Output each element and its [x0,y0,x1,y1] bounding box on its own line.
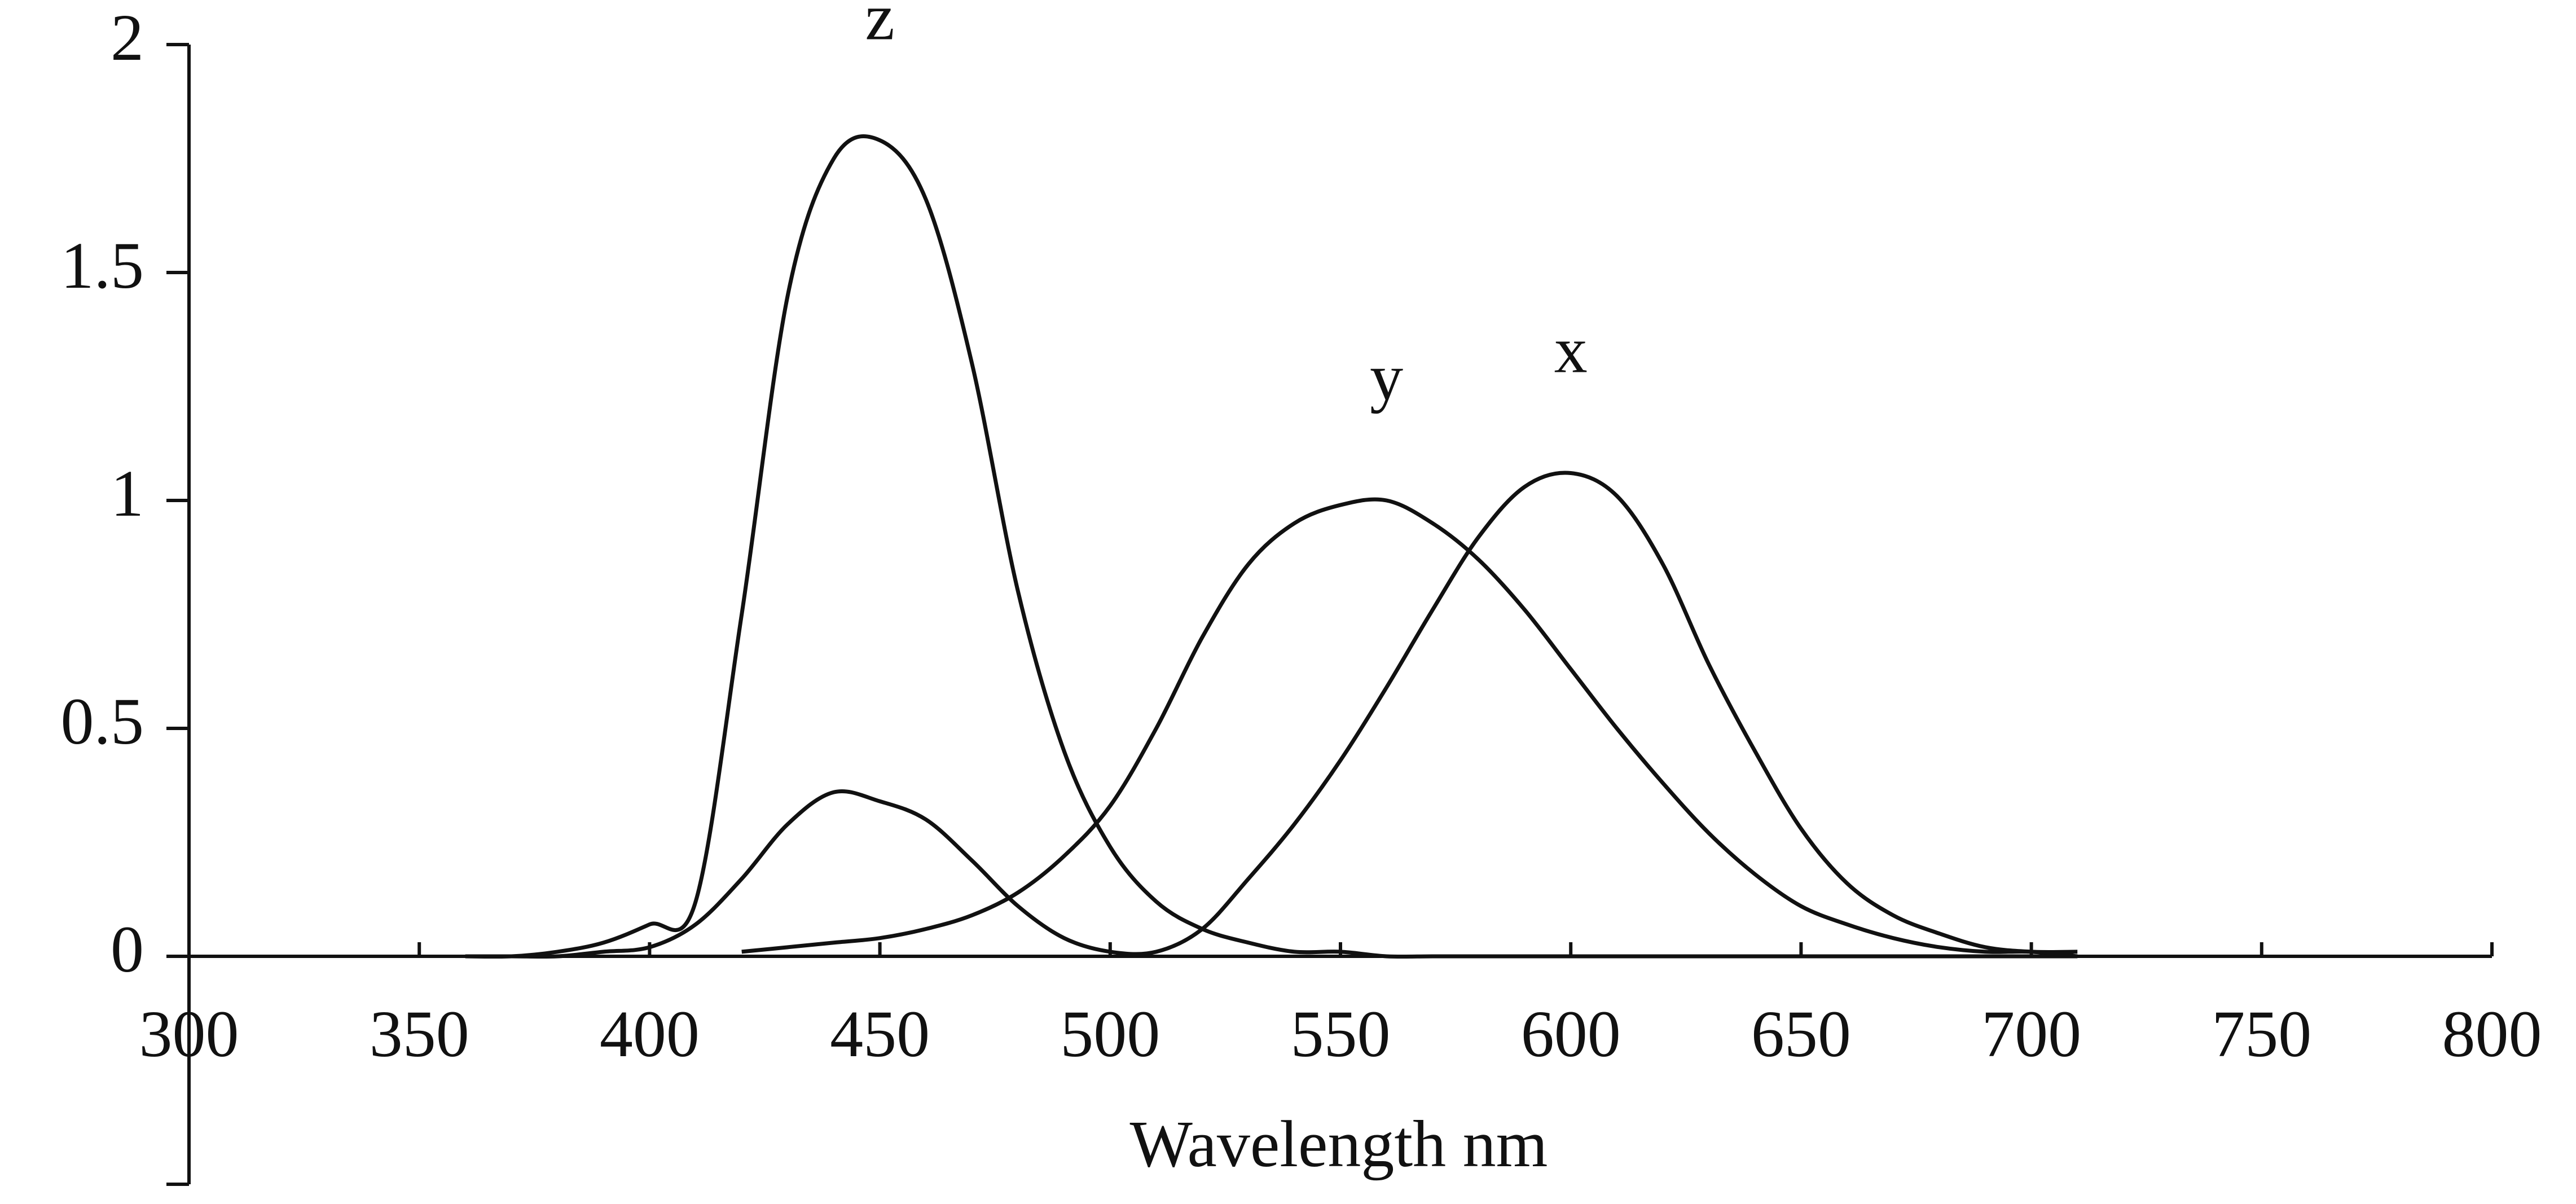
series-label: x [1554,313,1588,386]
x-tick-label: 400 [600,997,700,1071]
series-label: y [1370,340,1403,414]
series-line [465,471,2078,959]
x-axis-title: Wavelength nm [1130,1107,1548,1181]
x-tick-label: 350 [370,997,469,1071]
x-tick-label: 300 [139,997,239,1071]
x-tick-label: 450 [830,997,930,1071]
y-tick-label: 1 [111,456,144,530]
x-tick-label: 750 [2212,997,2311,1071]
series-label: z [865,0,894,54]
y-tick-label: 1.5 [61,229,144,302]
x-tick-label: 550 [1291,997,1391,1071]
y-tick-label: 2 [111,1,144,74]
series-line [741,497,2078,959]
x-tick-label: 600 [1521,997,1621,1071]
y-tick-label: 0.5 [61,684,144,758]
y-tick-label: 0 [111,912,144,986]
x-tick-label: 700 [1981,997,2081,1071]
x-tick-label: 650 [1751,997,1851,1071]
series-line [465,134,2078,959]
x-tick-label: 500 [1060,997,1160,1071]
x-tick-label: 800 [2442,997,2542,1071]
